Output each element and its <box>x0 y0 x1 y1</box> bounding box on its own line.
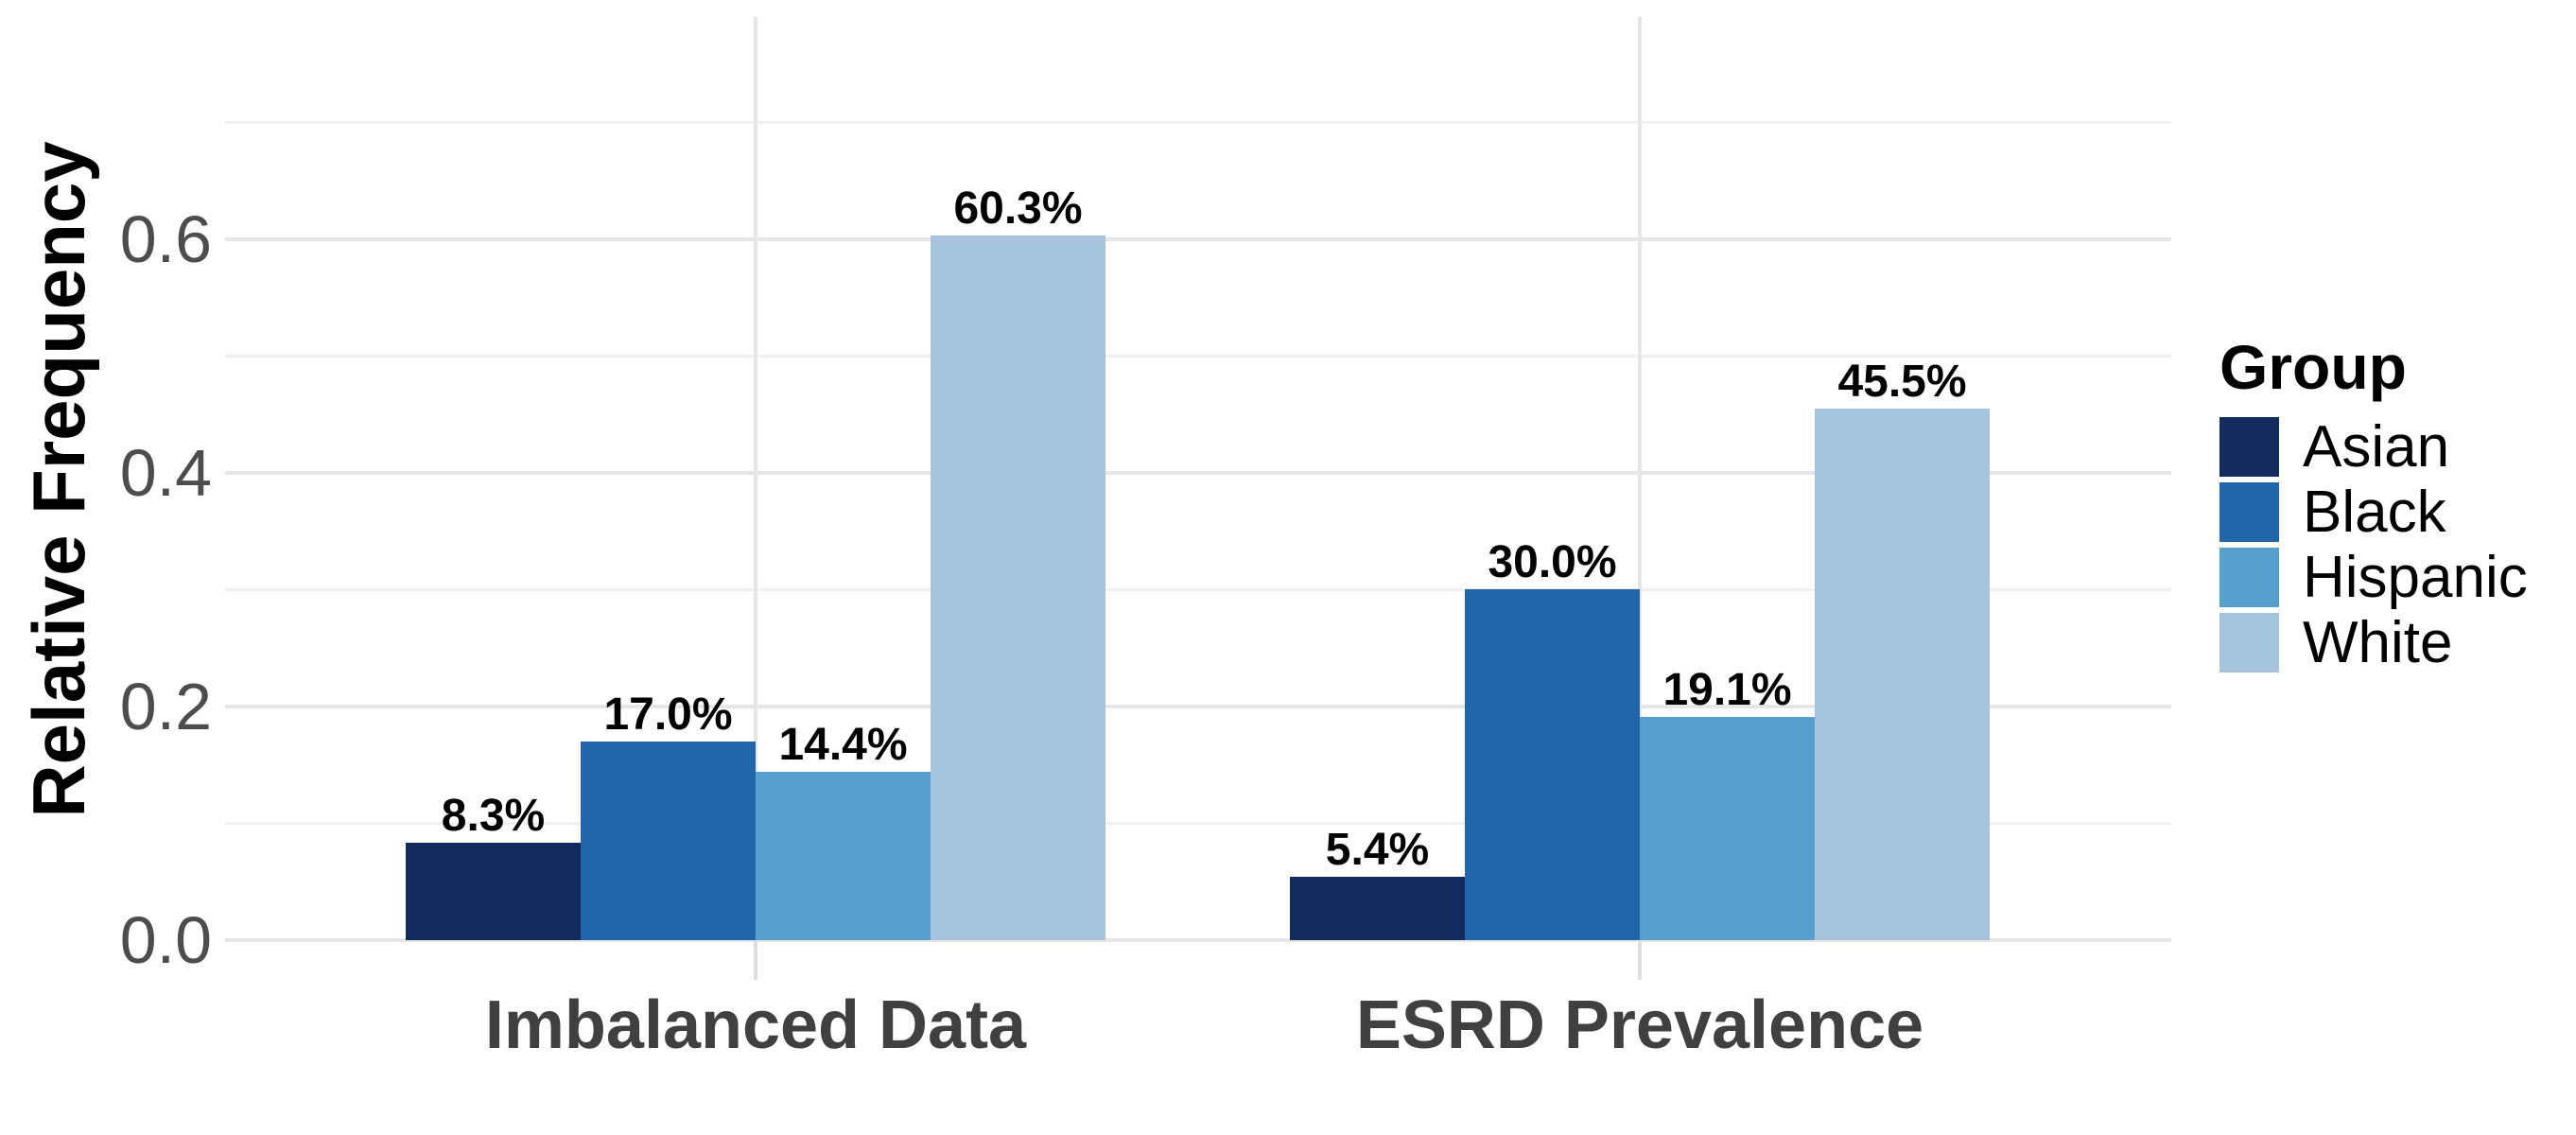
gridline-major <box>225 236 2171 241</box>
bar-imbalanced-data-asian <box>406 843 581 940</box>
legend-title: Group <box>2219 332 2407 402</box>
legend-label-white: White <box>2303 610 2453 675</box>
bar-imbalanced-data-white <box>931 236 1105 940</box>
gridline-major <box>225 470 2171 475</box>
gridline-minor <box>225 821 2171 825</box>
y-tick-label-0.0: 0.0 <box>119 903 212 977</box>
legend-key-white <box>2219 613 2279 672</box>
x-tick-mark <box>1638 940 1642 980</box>
value-label-imbalanced-data-asian: 8.3% <box>441 791 546 842</box>
gridline-minor <box>225 587 2171 591</box>
x-axis-label-imbalanced-data: Imbalanced Data <box>484 987 1027 1063</box>
y-tick-label-0.6: 0.6 <box>119 201 212 276</box>
y-tick-label-0.4: 0.4 <box>119 435 212 510</box>
legend-key-black <box>2219 482 2279 542</box>
x-tick-mark <box>754 940 757 980</box>
gridline-major <box>225 704 2171 708</box>
legend-label-black: Black <box>2303 480 2446 545</box>
gridline-minor <box>225 120 2171 124</box>
bar-imbalanced-data-hispanic <box>756 772 931 940</box>
legend-key-asian <box>2219 417 2279 477</box>
value-label-imbalanced-data-white: 60.3% <box>953 183 1083 235</box>
gridline-minor <box>225 354 2171 358</box>
value-label-esrd-prevalence-asian: 5.4% <box>1325 825 1430 876</box>
bar-esrd-prevalence-hispanic <box>1640 717 1815 940</box>
bar-imbalanced-data-black <box>581 741 756 940</box>
legend-key-hispanic <box>2219 548 2279 607</box>
bar-esrd-prevalence-asian <box>1290 877 1465 940</box>
gridline-vertical <box>1638 17 1642 940</box>
value-label-esrd-prevalence-white: 45.5% <box>1837 356 1967 407</box>
legend-label-asian: Asian <box>2303 414 2450 480</box>
bar-esrd-prevalence-black <box>1465 589 1640 940</box>
value-label-imbalanced-data-black: 17.0% <box>603 689 733 740</box>
bar-esrd-prevalence-white <box>1815 408 1990 940</box>
gridline-major <box>225 938 2171 942</box>
legend-label-hispanic: Hispanic <box>2303 545 2528 610</box>
value-label-esrd-prevalence-black: 30.0% <box>1488 537 1617 588</box>
value-label-esrd-prevalence-hispanic: 19.1% <box>1662 665 1792 716</box>
gridline-vertical <box>754 17 757 940</box>
x-axis-label-esrd-prevalence: ESRD Prevalence <box>1355 987 1924 1063</box>
y-tick-label-0.2: 0.2 <box>119 669 212 743</box>
value-label-imbalanced-data-hispanic: 14.4% <box>778 720 908 771</box>
